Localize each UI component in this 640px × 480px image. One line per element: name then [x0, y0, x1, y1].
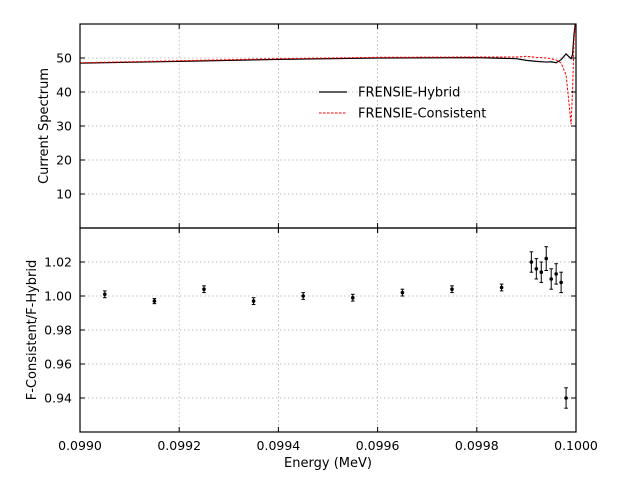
bottom-grid [80, 228, 576, 432]
point-marker [559, 280, 563, 285]
top-y-tick-label: 40 [56, 85, 72, 100]
bottom-y-tick-label: 0.96 [44, 357, 72, 372]
data-point [554, 263, 558, 285]
top-y-tick-label: 30 [56, 119, 72, 134]
data-point [152, 298, 157, 305]
top-y-tick-label: 50 [56, 51, 72, 66]
data-point [103, 290, 107, 299]
data-point [499, 283, 504, 292]
bottom-ticks: 0.0990 0.0992 0.0994 0.0996 0.0998 0.1000 0.94… [44, 228, 598, 453]
bottom-y-tick-label: 0.94 [44, 391, 72, 406]
bottom-panel: 0.0990 0.0992 0.0994 0.0996 0.0998 0.1000 0.94… [25, 227, 598, 471]
top-panel: 10 20 30 40 50 Current Spectrum FRENSIE-Hybr… [37, 23, 577, 233]
point-marker [103, 292, 107, 297]
bottom-y-tick-label: 0.98 [44, 323, 72, 338]
data-point [539, 261, 544, 283]
point-marker [534, 267, 539, 271]
data-point [251, 297, 256, 305]
bottom-series [103, 246, 568, 409]
bottom-y-axis-label: F-Consistent/F-Hybrid [25, 260, 40, 401]
data-point [559, 271, 563, 294]
point-marker [351, 295, 355, 300]
point-marker [202, 287, 206, 292]
point-marker [400, 290, 405, 295]
point-marker [554, 272, 558, 276]
point-marker [544, 256, 549, 261]
point-marker [564, 396, 568, 400]
bottom-y-tick-label: 1.02 [44, 255, 72, 270]
x-axis-label: Energy (MeV) [284, 456, 372, 471]
point-marker [549, 277, 553, 281]
legend: FRENSIE-Hybrid FRENSIE-Consistent [319, 86, 486, 122]
top-y-tick-label: 10 [56, 187, 72, 202]
legend-entry-consistent: FRENSIE-Consistent [358, 107, 486, 122]
data-point [351, 293, 355, 302]
point-marker [499, 285, 504, 290]
point-marker [450, 287, 454, 292]
data-point [549, 268, 553, 290]
data-point [202, 285, 206, 294]
data-point [544, 246, 549, 271]
top-y-tick-label: 20 [56, 153, 72, 168]
data-point [301, 292, 306, 300]
x-tick-label: 0.0990 [58, 438, 102, 453]
data-point [400, 288, 405, 297]
data-point [534, 258, 539, 280]
x-tick-label: 0.0994 [257, 438, 301, 453]
data-point [450, 285, 454, 294]
point-marker [539, 270, 544, 275]
top-y-axis-label: Current Spectrum [37, 68, 52, 184]
point-marker [251, 299, 256, 303]
series-line-consistent [80, 24, 576, 125]
x-tick-label: 0.1000 [554, 438, 598, 453]
point-marker [152, 299, 157, 303]
point-marker [301, 294, 306, 298]
point-marker [529, 260, 534, 264]
data-point [564, 387, 568, 409]
x-tick-label: 0.0998 [455, 438, 499, 453]
bottom-y-tick-label: 1.00 [44, 289, 72, 304]
data-point [529, 251, 534, 273]
legend-entry-hybrid: FRENSIE-Hybrid [358, 86, 460, 101]
x-tick-label: 0.0996 [356, 438, 400, 453]
x-tick-label: 0.0992 [157, 438, 201, 453]
